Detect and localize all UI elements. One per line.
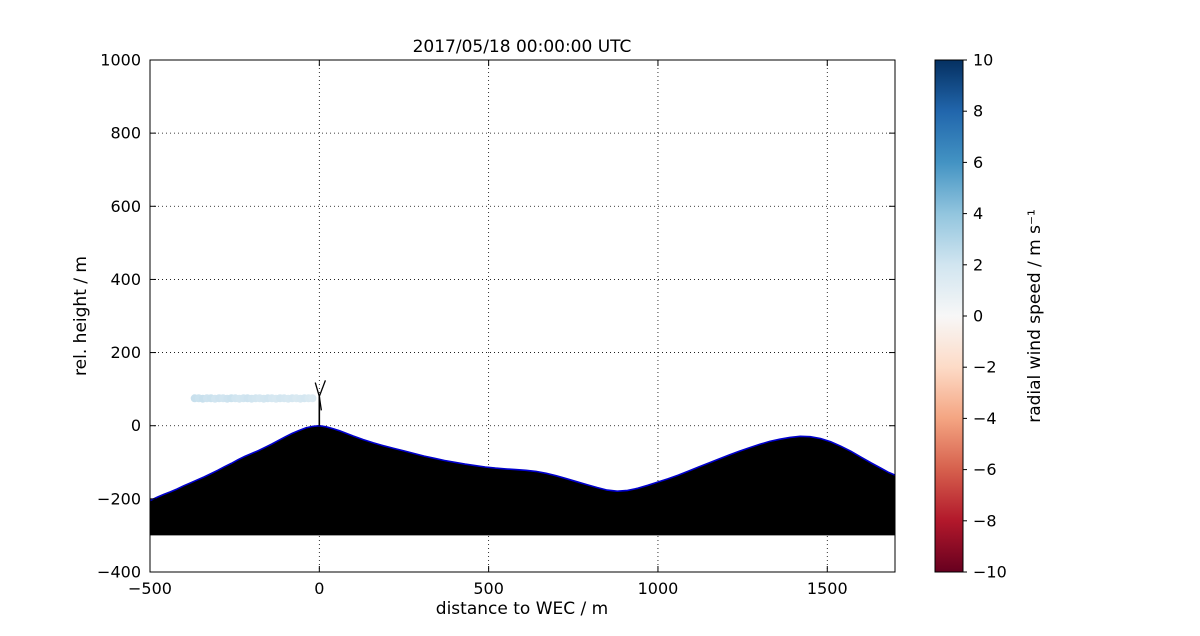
y-tick-label: 600 bbox=[110, 197, 141, 216]
terrain-fill bbox=[150, 425, 895, 536]
colorbar-tick-label: 4 bbox=[973, 204, 983, 223]
y-tick-label: 800 bbox=[110, 124, 141, 143]
plot-border bbox=[149, 59, 896, 573]
colorbar-label: radial wind speed / m s⁻¹ bbox=[1025, 209, 1045, 423]
colorbar-tick-label: −6 bbox=[973, 460, 997, 479]
y-tick-label: 400 bbox=[110, 270, 141, 289]
y-tick-label: −400 bbox=[97, 563, 141, 582]
x-tick-label: 1500 bbox=[807, 579, 848, 598]
x-tick-label: −500 bbox=[128, 579, 172, 598]
x-tick-label: 0 bbox=[314, 579, 324, 598]
x-tick-label: 500 bbox=[473, 579, 504, 598]
y-tick-label: 0 bbox=[131, 416, 141, 435]
turbine-blade bbox=[318, 380, 327, 397]
wind-turbine bbox=[314, 380, 327, 426]
colorbar-tick-label: 8 bbox=[973, 102, 983, 121]
y-tick-label: 1000 bbox=[100, 51, 141, 70]
y-axis-label: rel. height / m bbox=[71, 256, 91, 376]
tick-labels: −500 0 500 1000 1500 −400 −200 0 200 400 600 800 100… bbox=[97, 51, 848, 599]
colorbar-tick-label: 10 bbox=[973, 51, 993, 70]
colorbar-gradient bbox=[934, 59, 964, 573]
colorbar-tick-label: 6 bbox=[973, 153, 983, 172]
colorbar-tick-label: −2 bbox=[973, 358, 997, 377]
colorbar-tick-label: −10 bbox=[973, 563, 1007, 582]
colorbar-tick-label: 0 bbox=[973, 307, 983, 326]
colorbar-tick-label: 2 bbox=[973, 255, 983, 274]
turbine-blade bbox=[318, 396, 322, 411]
scan-point bbox=[308, 394, 317, 403]
colorbar: 10 8 6 4 2 0 −2 −4 −6 −8 −10 bbox=[934, 51, 1007, 582]
scan-points bbox=[190, 394, 317, 403]
terrain-surface-line bbox=[149, 424, 896, 502]
colorbar-tick-label: −8 bbox=[973, 511, 997, 530]
terrain bbox=[149, 424, 896, 536]
chart-title: 2017/05/18 00:00:00 UTC bbox=[413, 37, 632, 57]
x-tick-label: 1000 bbox=[638, 579, 679, 598]
y-tick-label: 200 bbox=[110, 343, 141, 362]
x-axis-label: distance to WEC / m bbox=[436, 599, 608, 619]
colorbar-ticks: 10 8 6 4 2 0 −2 −4 −6 −8 −10 bbox=[963, 51, 1007, 582]
turbine-blade bbox=[314, 382, 320, 397]
y-tick-label: −200 bbox=[97, 489, 141, 508]
colorbar-tick-label: −4 bbox=[973, 409, 997, 428]
